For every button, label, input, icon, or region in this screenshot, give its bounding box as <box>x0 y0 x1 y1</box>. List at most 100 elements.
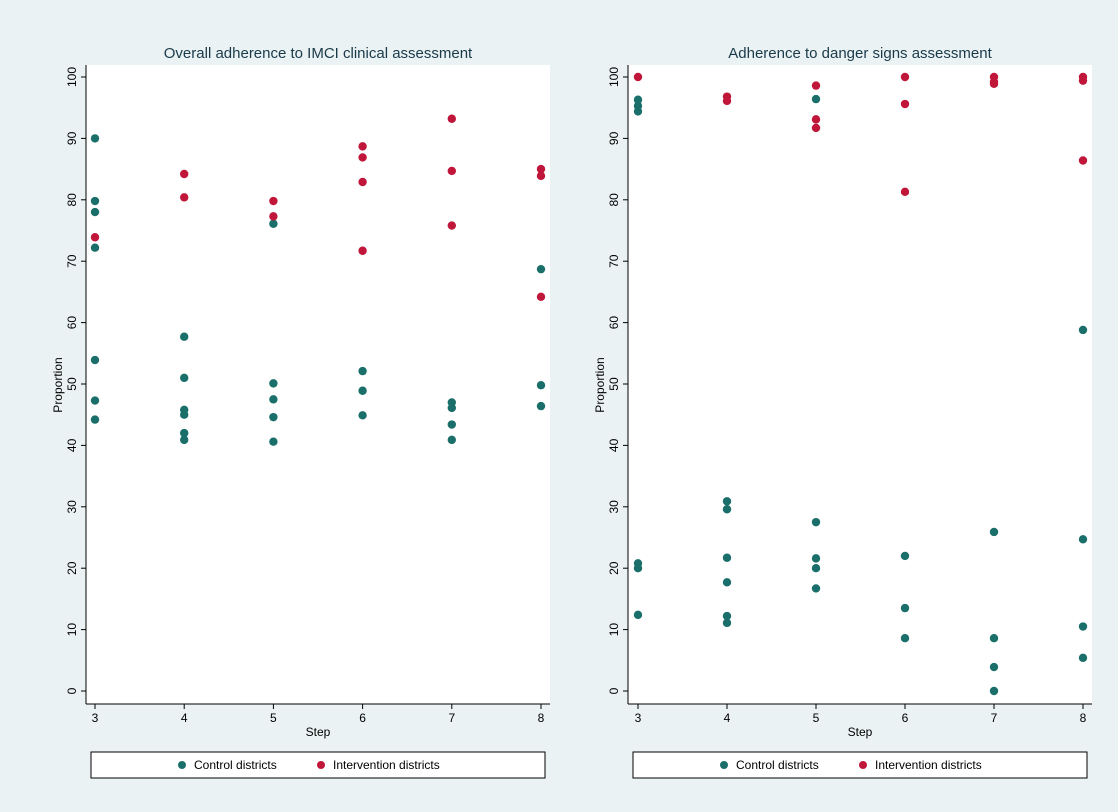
y-tick-label: 100 <box>607 67 621 87</box>
x-axis-title: Step <box>306 725 331 739</box>
data-point <box>722 618 732 628</box>
y-axis-title: Proportion <box>593 357 607 412</box>
data-point <box>358 366 367 376</box>
x-tick-label: 7 <box>991 711 998 725</box>
x-tick-label: 8 <box>538 711 545 725</box>
data-point <box>1078 622 1088 631</box>
y-tick-label: 90 <box>607 131 621 145</box>
x-tick-label: 5 <box>813 711 820 725</box>
data-point <box>180 410 189 419</box>
data-point <box>722 553 732 562</box>
data-point <box>269 196 278 206</box>
data-point <box>90 233 100 242</box>
data-point <box>811 115 821 124</box>
data-point <box>811 584 821 593</box>
data-point <box>900 551 910 561</box>
data-point <box>180 428 189 438</box>
data-point <box>633 107 643 116</box>
data-point <box>811 517 821 527</box>
legend-marker <box>178 761 186 769</box>
y-tick-label: 70 <box>607 254 621 268</box>
data-point <box>633 95 643 104</box>
y-axis-title: Proportion <box>51 357 65 412</box>
data-point <box>358 411 367 420</box>
data-point <box>989 527 999 537</box>
series-intervention-districts <box>90 114 546 302</box>
x-tick-label: 8 <box>1080 711 1087 725</box>
data-point <box>811 123 821 133</box>
data-point <box>536 292 546 302</box>
data-point <box>536 264 546 274</box>
data-point <box>811 564 821 573</box>
y-tick-label: 0 <box>65 687 79 694</box>
data-point <box>1078 76 1088 85</box>
legend-label: Control districts <box>194 758 277 772</box>
data-point <box>1078 156 1088 165</box>
data-point <box>358 142 367 151</box>
chart-title: Adherence to danger signs assessment <box>728 45 992 62</box>
chart-title: Overall adherence to IMCI clinical asses… <box>164 45 473 62</box>
x-tick-label: 7 <box>448 711 455 725</box>
data-point <box>633 610 643 620</box>
data-point <box>722 578 732 587</box>
data-point <box>1078 653 1088 663</box>
data-point <box>536 381 546 390</box>
x-tick-label: 4 <box>181 711 188 725</box>
data-point <box>811 94 821 104</box>
data-point <box>90 134 100 143</box>
data-point <box>447 420 456 429</box>
y-tick-label: 10 <box>65 623 79 637</box>
y-tick-label: 40 <box>607 438 621 452</box>
y-tick-label: 50 <box>607 377 621 391</box>
data-point <box>269 379 278 388</box>
x-tick-label: 5 <box>270 711 277 725</box>
y-tick-label: 60 <box>65 316 79 330</box>
data-point <box>180 435 189 445</box>
data-point <box>90 396 100 405</box>
x-tick-label: 6 <box>902 711 909 725</box>
data-point <box>358 177 367 187</box>
data-point <box>269 437 278 446</box>
data-point <box>90 243 100 252</box>
data-point <box>180 193 189 202</box>
series-control-districts <box>633 94 1088 696</box>
data-point <box>536 401 546 411</box>
x-tick-label: 4 <box>724 711 731 725</box>
data-point <box>900 99 910 109</box>
data-point <box>447 403 456 413</box>
data-point <box>1078 325 1088 335</box>
data-point <box>90 415 100 424</box>
chart-panel-1: 0 10 20 30 40 50 60 70 80 90 100 3 4 5 6 7 8 Overall adhe… <box>51 45 550 779</box>
data-point <box>447 166 456 176</box>
data-point <box>90 355 100 365</box>
data-point <box>989 662 999 672</box>
y-tick-label: 100 <box>65 67 79 87</box>
y-tick-label: 70 <box>65 254 79 268</box>
y-tick-label: 30 <box>65 500 79 514</box>
y-tick-label: 20 <box>607 561 621 575</box>
y-tick-label: 20 <box>65 561 79 575</box>
y-tick-label: 50 <box>65 377 79 391</box>
data-point <box>989 686 999 696</box>
data-point <box>722 505 732 514</box>
y-tick-label: 80 <box>65 193 79 207</box>
data-point <box>358 246 367 255</box>
data-point <box>447 435 456 445</box>
legend-marker <box>859 761 867 769</box>
data-point <box>633 564 643 573</box>
data-point <box>447 114 456 123</box>
chart-panel-2: 0 10 20 30 40 50 60 70 80 90 100 3 4 5 6 7 8 Adherence to… <box>593 45 1092 779</box>
data-point <box>536 171 546 181</box>
legend-label: Intervention districts <box>875 758 982 772</box>
data-point <box>722 96 732 106</box>
data-point <box>269 219 278 228</box>
series-intervention-districts <box>633 72 1088 197</box>
data-point <box>900 187 910 197</box>
legend-marker <box>720 761 728 769</box>
data-point <box>811 554 821 563</box>
data-point <box>989 633 999 643</box>
data-point <box>989 79 999 88</box>
data-point <box>536 164 546 174</box>
legend: Control districts Intervention districts <box>90 751 546 779</box>
